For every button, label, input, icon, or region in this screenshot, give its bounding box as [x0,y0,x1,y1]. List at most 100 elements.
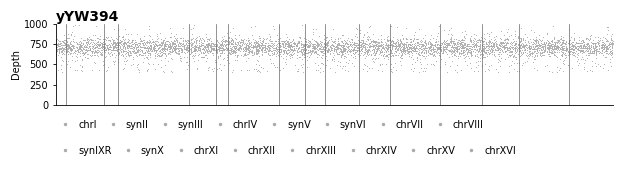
Point [118,37,128,40]
Point [607,51,617,54]
Point [162,40,171,43]
Point [146,44,156,47]
Point [415,46,425,49]
Point [599,47,609,49]
Point [221,46,231,49]
Point [197,56,207,59]
Point [551,54,561,57]
Point [203,44,213,47]
Point [458,46,468,49]
Point [391,41,401,44]
Point [456,50,466,53]
Point [251,49,261,51]
Point [340,54,350,57]
Point [429,54,439,56]
Point [181,39,191,41]
Point [332,43,342,45]
Point [426,49,436,52]
Point [350,45,360,48]
Point [478,54,488,56]
Point [56,50,66,52]
Point [527,47,537,50]
Point [495,52,504,55]
Point [204,42,214,45]
Point [475,57,485,60]
Point [517,41,527,44]
Point [348,49,358,52]
Point [176,46,186,49]
Point [56,48,66,51]
Point [301,39,311,42]
Point [373,69,383,71]
Point [446,39,456,42]
Point [403,47,413,50]
Point [342,49,352,52]
Point [582,43,592,45]
Point [413,50,423,53]
Point [105,44,115,47]
Point [112,48,122,51]
Point [284,50,293,53]
Point [569,47,579,50]
Point [412,44,422,47]
Point [339,47,349,50]
Point [393,42,403,45]
Point [194,49,204,52]
Point [142,57,152,60]
Point [104,46,114,49]
Point [542,46,552,49]
Point [381,50,391,53]
Point [604,46,614,49]
Point [193,47,203,50]
Point [252,52,262,55]
Point [66,40,76,43]
Point [308,44,318,47]
Point [124,55,134,58]
Point [75,46,85,49]
Point [549,53,559,56]
Point [142,55,152,58]
Point [93,55,103,58]
Point [332,48,342,50]
Point [320,50,330,52]
Point [574,62,584,65]
Point [360,47,370,50]
Point [109,41,119,44]
Point [303,44,313,47]
Point [74,47,84,50]
Point [110,44,120,47]
Point [100,46,110,49]
Point [352,28,362,31]
Point [346,47,356,50]
Point [230,47,240,50]
Point [212,51,222,54]
Point [548,45,558,47]
Point [329,27,339,30]
Point [74,43,84,46]
Point [504,54,514,57]
Point [123,49,133,52]
Point [231,49,241,52]
Point [395,40,405,43]
Point [85,54,95,57]
Point [307,43,317,46]
Point [144,45,154,48]
Point [157,48,167,51]
Point [108,47,118,50]
Point [447,34,457,37]
Point [134,71,144,74]
Point [470,47,480,50]
Point [143,48,153,51]
Point [119,50,129,53]
Point [233,43,243,46]
Point [298,55,308,58]
Point [436,45,446,48]
Point [215,46,225,49]
Point [191,46,201,49]
Point [195,48,205,51]
Point [120,46,130,49]
Point [339,47,349,49]
Point [515,50,525,52]
Point [303,48,313,51]
Point [316,41,326,44]
